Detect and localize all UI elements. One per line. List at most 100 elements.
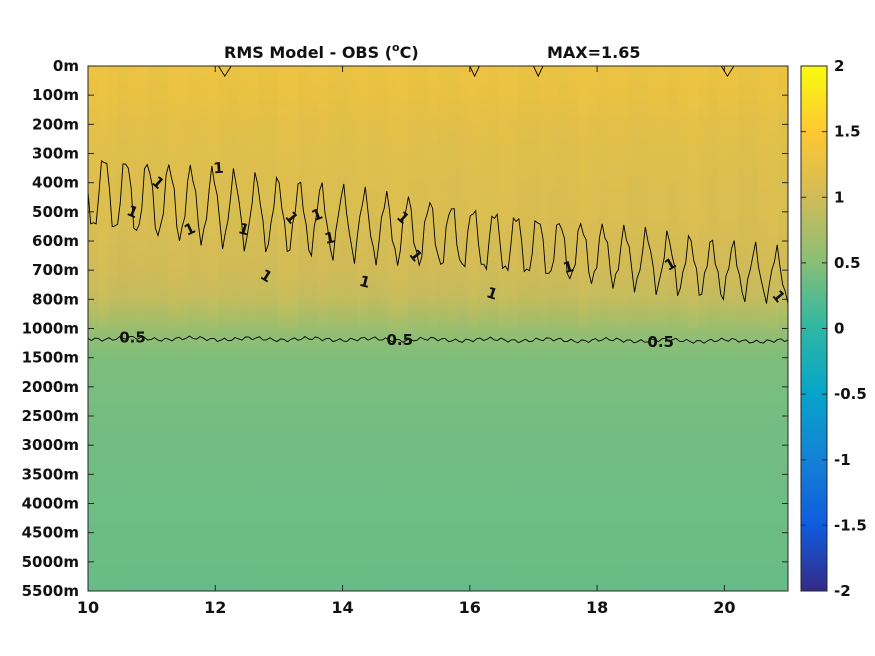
heatmap-stripe [408,66,419,329]
heatmap-stripe [368,66,379,329]
y-tick-label: 300m [32,145,79,163]
heatmap-stripe [738,66,749,329]
colorbar-tick-label: 0 [834,320,844,338]
heatmap-stripe [248,66,259,329]
heatmap-stripe [638,66,649,329]
heatmap-stripe [158,66,169,329]
chart-title: RMS Model - OBS (oC) [224,41,419,62]
x-tick-label: 18 [586,598,608,617]
heatmap-stripe [418,66,429,329]
heatmap-stripe [688,66,699,329]
y-tick-label: 200m [32,115,79,133]
contour-label: 0.5 [387,331,414,349]
heatmap-stripe [578,66,589,329]
heatmap-stripe [618,66,629,329]
max-label: MAX=1.65 [547,43,641,62]
y-tick-label: 100m [32,86,79,104]
y-tick-label: 5500m [22,582,79,600]
x-tick-label: 12 [204,598,226,617]
y-tick-label: 2000m [22,378,79,396]
heatmap-stripe [388,66,399,329]
y-tick-label: 1500m [22,349,79,367]
heatmap-stripe [278,66,289,329]
heatmap-stripe [288,66,299,329]
heatmap-stripe [348,66,359,329]
heatmap-stripe [298,66,309,329]
y-tick-label: 3000m [22,436,79,454]
contour-line-level-1-surface [218,66,232,78]
contour-line-level-1-surface [720,66,735,78]
contour-line-level-0.5 [88,335,788,344]
contour-label: 1 [213,159,225,178]
colorbar-tick-label: -0.5 [834,385,867,403]
contour-label: 1 [323,228,337,248]
heatmap-stripe [608,66,619,329]
x-tick-label: 16 [459,598,481,617]
heatmap-stripe [518,66,529,329]
heatmap-stripe [628,66,639,329]
heatmap-stripe [98,66,109,329]
heatmap-stripe [168,66,179,329]
heatmap-stripe [178,66,189,329]
heatmap-stripe [188,66,199,329]
y-tick-label: 700m [32,261,79,279]
contour-label: 0.5 [119,328,146,346]
heatmap-stripe [478,66,489,329]
heatmap-stripe [538,66,549,329]
heatmap-stripe [378,66,389,329]
heatmap-stripe [548,66,559,329]
heatmap-stripe [598,66,609,329]
heatmap-stripes [88,66,779,329]
contour-label: 1 [237,219,252,239]
heatmap-stripe [468,66,479,329]
heatmap-stripe [238,66,249,329]
contour-line-level-1-surface [533,66,544,78]
colorbar-ticks: 2 1.5 1 0.5 0 -0.5 -1 -1.5 -2 [801,57,867,600]
contour-label: 1 [358,272,373,292]
heatmap-stripe [208,66,219,329]
heatmap-stripe [108,66,119,329]
colorbar-tick-label: 1 [834,188,844,206]
heatmap-field [88,66,788,591]
heatmap-stripe [268,66,279,329]
colorbar-tick-label: -2 [834,582,851,600]
heatmap-stripe [728,66,739,329]
heatmap-stripe [588,66,599,329]
heatmap-stripe [218,66,229,329]
heatmap-stripe [338,66,349,329]
heatmap-stripe [748,66,759,329]
y-axis: 0m 100m 200m 300m 400m 500m 600m 700m 800m 1000m 1… [22,57,788,600]
heatmap-stripe [768,66,779,329]
y-tick-label: 3500m [22,465,79,483]
heatmap-stripe [528,66,539,329]
y-tick-label: 500m [32,203,79,221]
colorbar-tick-label: 2 [834,57,844,75]
heatmap-stripe [558,66,569,329]
colorbar-tick-label: 0.5 [834,254,861,272]
plot-area [88,66,788,591]
heatmap-stripe [128,66,139,329]
heatmap-stripe [308,66,319,329]
y-tick-label: 1000m [22,320,79,338]
colorbar-tick-label: 1.5 [834,123,861,141]
heatmap-stripe [708,66,719,329]
colorbar-tick-label: -1 [834,451,851,469]
heatmap-stripe [228,66,239,329]
x-tick-label: 10 [77,598,99,617]
heatmap-stripe [138,66,149,329]
heatmap-stripe [658,66,669,329]
heatmap-stripe [698,66,709,329]
y-tick-label: 5000m [22,553,79,571]
x-tick-label: 14 [331,598,353,617]
heatmap-stripe [328,66,339,329]
heatmap-stripe [458,66,469,329]
heatmap-stripe [438,66,449,329]
contour-line-level-1 [88,159,788,304]
heatmap-stripe [448,66,459,329]
heatmap-stripe [428,66,439,329]
x-axis: 10 12 14 16 18 20 [77,66,736,617]
heatmap-stripe [398,66,409,329]
heatmap-stripe [668,66,679,329]
heatmap-stripe [258,66,269,329]
